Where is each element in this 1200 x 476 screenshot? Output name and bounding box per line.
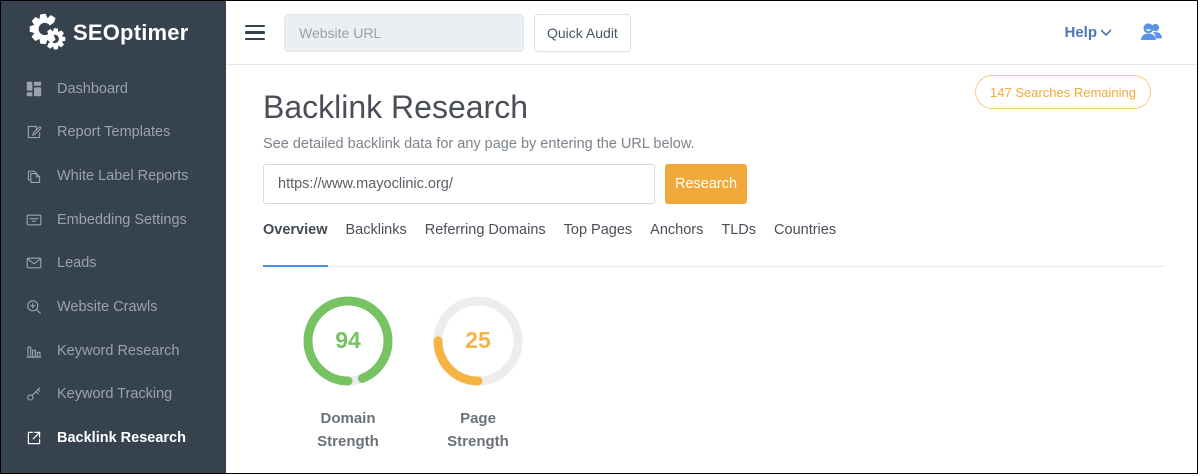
svg-text:94: 94 <box>335 327 361 353</box>
svg-text:25: 25 <box>465 327 491 353</box>
